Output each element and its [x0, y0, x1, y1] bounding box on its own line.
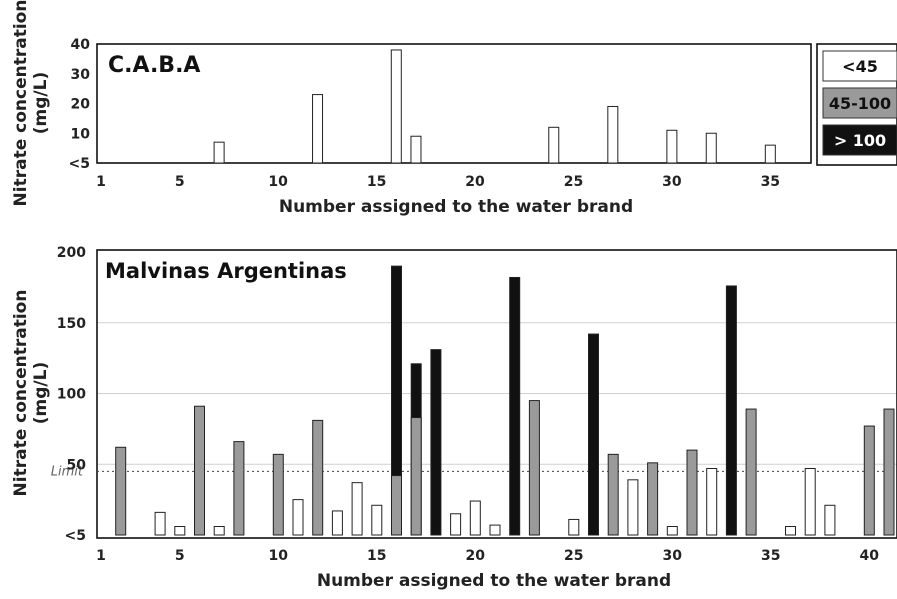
bar-brand-25: [568, 518, 580, 536]
bar-brand-17-lower: [410, 417, 422, 536]
bar-brand-10: [272, 453, 284, 536]
y-axis-label-line2: (mg/L): [31, 362, 51, 424]
bar-brand-12: [312, 419, 324, 536]
legend-label-1: <45: [842, 57, 878, 76]
y-axis-label: Nitrate concentration (mg/L): [11, 0, 51, 206]
x-tick-label: 20: [465, 174, 485, 190]
legend-swatch-2: [822, 87, 897, 119]
x-tick-label: 5: [175, 548, 185, 564]
bar-brand-15: [371, 504, 383, 536]
x-tick-label: 35: [761, 548, 780, 564]
bar-brand-13: [331, 510, 343, 536]
bar-brand-38: [824, 504, 836, 536]
bar-brand-28: [627, 479, 639, 536]
y-tick-label: 50: [67, 457, 87, 473]
legend-label-3: > 100: [834, 131, 886, 150]
legend-swatch-1: [822, 50, 897, 82]
bar-brand-19: [450, 513, 462, 536]
bar-brand-27: [607, 105, 619, 164]
x-tick-label: 1: [96, 548, 106, 564]
bar-brand-6: [194, 405, 205, 536]
panel-title: C.A.B.A: [108, 53, 200, 78]
x-tick-label: 15: [367, 548, 386, 564]
bar-brand-14: [351, 482, 363, 536]
x-tick-label: 40: [860, 548, 880, 564]
bar-brand-32: [705, 132, 717, 164]
bar-brand-18: [430, 349, 442, 536]
bar-brand-21: [489, 524, 501, 536]
bar-brand-16: [390, 49, 402, 164]
bar-brand-8: [233, 441, 245, 536]
x-tick-label: 20: [466, 548, 486, 564]
legend-label-2: 45-100: [829, 94, 891, 113]
x-tick-label: 10: [269, 548, 289, 564]
y-axis-label-line1: Nitrate concentration: [11, 0, 31, 206]
bar-brand-12: [312, 94, 324, 164]
bar-brand-30: [666, 129, 678, 164]
y-tick-label: 10: [71, 126, 91, 142]
plot-frame: [96, 43, 812, 164]
limit-label: Limit: [51, 464, 84, 479]
x-tick-label: 15: [367, 174, 386, 190]
y-axis-label-line2: (mg/L): [31, 72, 51, 134]
bar-brand-27: [607, 453, 619, 536]
bar-brand-7: [213, 526, 225, 536]
bar-brand-29: [647, 462, 659, 536]
x-tick-label: 5: [175, 174, 185, 190]
bar-brand-22: [509, 276, 521, 536]
bar-brand-30: [666, 526, 678, 536]
bar-brand-4: [154, 511, 166, 536]
bar-brand-31: [686, 449, 698, 536]
y-tick-label: 40: [71, 37, 91, 53]
bar-brand-40: [863, 425, 875, 536]
y-tick-label: 150: [57, 316, 86, 332]
bar-brand-32: [706, 467, 718, 536]
y-tick-label: <5: [65, 528, 86, 544]
x-tick-label: 1: [96, 174, 106, 190]
bar-brand-16-lower: [391, 475, 402, 536]
panel-title: Malvinas Argentinas: [105, 259, 347, 283]
bar-brand-11: [292, 499, 304, 536]
bar-brand-23: [528, 400, 540, 536]
legend: <45 45-100 > 100: [816, 43, 897, 166]
bar-brand-33: [725, 285, 737, 536]
x-tick-label: 25: [564, 174, 583, 190]
bar-brand-37: [804, 467, 816, 536]
bar-brand-17: [410, 135, 422, 164]
plot-frame: [96, 249, 897, 539]
bar-brand-24: [548, 126, 560, 164]
x-tick-label: 25: [564, 548, 583, 564]
bar-brand-34: [745, 408, 757, 536]
bar-brand-26: [588, 333, 599, 536]
y-tick-label: 200: [57, 245, 86, 261]
x-tick-label: 30: [663, 548, 683, 564]
x-tick-label: 30: [662, 174, 682, 190]
y-tick-label: <5: [69, 156, 90, 172]
bar-brand-20: [469, 500, 481, 536]
bar-brand-41: [883, 408, 895, 536]
y-axis-label-line1: Nitrate concentration: [11, 290, 31, 497]
bar-brand-7: [213, 141, 225, 164]
x-axis-label: Number assigned to the water brand: [279, 197, 633, 217]
bar-brand-5: [174, 526, 186, 536]
bar-brand-2: [115, 446, 127, 536]
x-tick-label: 10: [268, 174, 288, 190]
bar-brand-35: [764, 144, 776, 164]
y-tick-label: 20: [71, 97, 91, 113]
y-tick-label: 30: [71, 67, 91, 83]
x-tick-label: 35: [761, 174, 780, 190]
x-axis-label: Number assigned to the water brand: [317, 571, 671, 591]
legend-swatch-3: [822, 124, 897, 156]
y-axis-label: Nitrate concentration (mg/L): [11, 290, 51, 497]
y-tick-label: 100: [57, 387, 86, 403]
bar-brand-36: [785, 526, 796, 536]
